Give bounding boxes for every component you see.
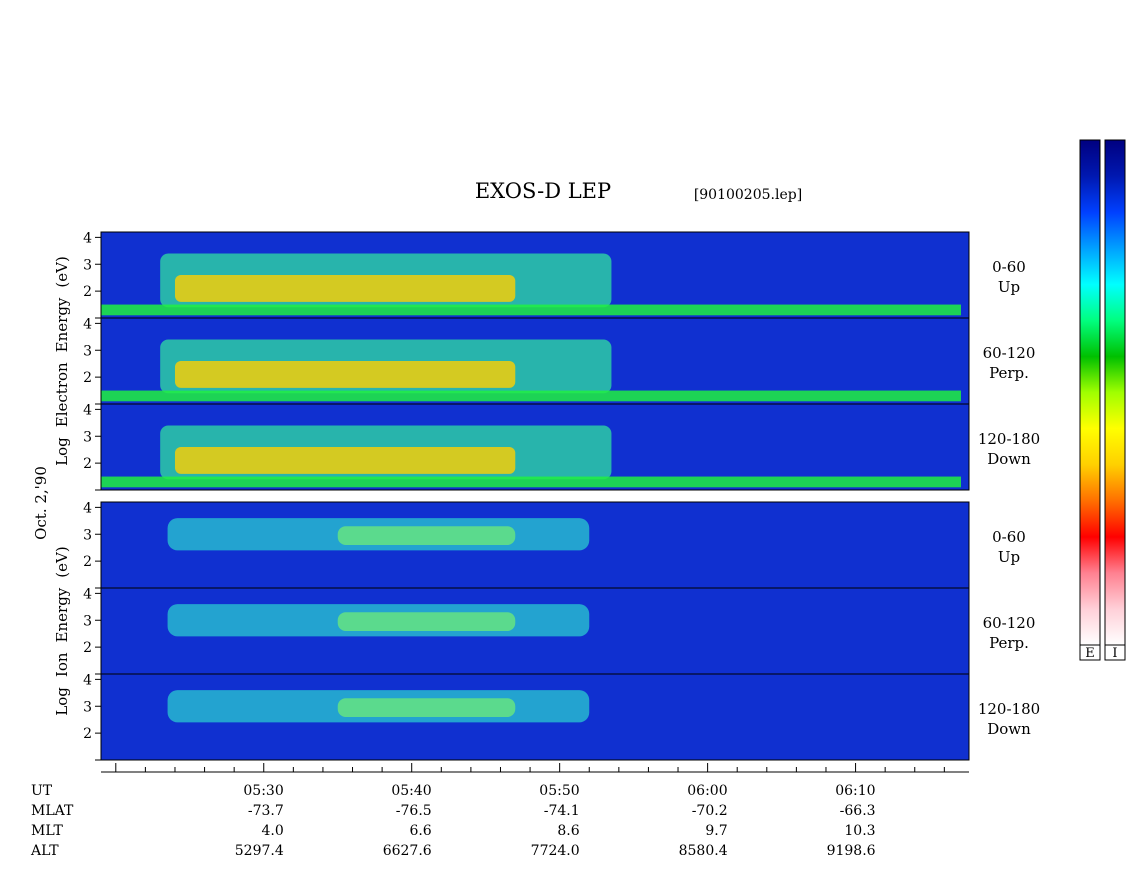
pitch-direction-label: Perp.: [989, 364, 1029, 382]
electron-panel-0: 2 3 4 0-60 Up: [83, 230, 1026, 319]
panel-frame: [100, 403, 970, 491]
ion-group: LogIonEnergy(eV) 2340-60Up23460-120Perp.2…: [53, 500, 1040, 761]
ephemeris-value: 9198.6: [827, 843, 876, 859]
electron-ylabel-word: (eV): [53, 256, 71, 287]
ephemeris-value: 05:30: [243, 783, 283, 799]
pitch-direction-label: Perp.: [989, 634, 1029, 652]
y-tick-label: 3: [83, 613, 92, 629]
ephemeris-value: -76.5: [396, 803, 432, 819]
energy-band-core: [337, 698, 516, 717]
ion-panel-1: 2 3 4 60-120 Perp.: [83, 586, 1036, 675]
electron-group: Log Electron Energy (eV) 2 3 4 0-60 Up 2 3 4 60-120 P…: [53, 230, 1040, 491]
file-label: [90100205.lep]: [694, 187, 802, 203]
y-tick-label: 4: [83, 672, 92, 688]
ephemeris-row-label: UT: [31, 783, 53, 799]
ephemeris-value: 05:40: [391, 783, 431, 799]
y-tick-label: 3: [83, 699, 92, 715]
colorbar-label-box: [1079, 644, 1101, 661]
y-tick-label: 4: [83, 402, 92, 418]
energy-band-core: [174, 447, 516, 474]
ephemeris-value: -73.7: [248, 803, 284, 819]
ephemeris-value: 7724.0: [531, 843, 580, 859]
ephemeris-value: 05:50: [539, 783, 579, 799]
ephemeris-value: 9.7: [705, 823, 727, 839]
y-tick-label: 2: [83, 456, 92, 472]
pitch-range-label: 60-120: [983, 344, 1036, 362]
y-tick-label: 2: [83, 554, 92, 570]
low-energy-line: [101, 390, 961, 402]
ephemeris-row-label: ALT: [30, 843, 59, 859]
ephemeris-value: 6.6: [409, 823, 431, 839]
ephemeris-value: 10.3: [844, 823, 875, 839]
electron-ylabel-word: Electron: [53, 362, 71, 427]
ephemeris-table: UT 05:30 05:40 05:50 06:00 06:10 MLAT -73.7 -76.…: [30, 783, 876, 859]
time-axis: [101, 763, 969, 773]
pitch-range-label: 120-180: [978, 430, 1040, 448]
ion-ylabel-word: Energy: [53, 587, 71, 642]
y-tick-label: 2: [83, 284, 92, 300]
pitch-direction-label: Up: [998, 548, 1020, 566]
y-tick-label: 3: [83, 429, 92, 445]
energy-band-core: [174, 275, 516, 302]
pitch-range-label: 0-60: [992, 258, 1026, 276]
pitch-direction-label: Up: [998, 278, 1020, 296]
low-energy-line: [101, 476, 961, 488]
ephemeris-value: 06:10: [835, 783, 875, 799]
ephemeris-value: 5297.4: [235, 843, 284, 859]
y-tick-label: 4: [83, 230, 92, 246]
energy-band-core: [337, 526, 516, 545]
colorbar-label: I: [1112, 646, 1117, 661]
ephemeris-row-label: MLT: [31, 823, 63, 839]
electron-ylabel: Log Electron Energy (eV): [53, 256, 71, 466]
y-tick-label: 4: [83, 316, 92, 332]
ephemeris-value: -74.1: [544, 803, 580, 819]
ion-ylabel-word: Log: [53, 687, 71, 716]
energy-band-core: [337, 612, 516, 631]
colorbar: [1104, 139, 1126, 646]
ephemeris-value: 8580.4: [679, 843, 728, 859]
ephemeris-value: 8.6: [557, 823, 579, 839]
ephemeris-value: -70.2: [692, 803, 728, 819]
chart-title: EXOS-D LEP: [475, 179, 611, 203]
ephemeris-row-label: MLAT: [31, 803, 74, 819]
pitch-direction-label: Down: [987, 450, 1031, 468]
y-tick-label: 3: [83, 257, 92, 273]
colorbar: [1079, 139, 1101, 646]
y-tick-label: 2: [83, 640, 92, 656]
ion-ylabel: Log Ion Energy (eV): [53, 546, 71, 715]
y-tick-label: 4: [83, 500, 92, 516]
pitch-direction-label: Down: [987, 720, 1031, 738]
pitch-range-label: 60-120: [983, 614, 1036, 632]
low-energy-line: [101, 304, 961, 316]
ion-ylabel-word: Ion: [53, 652, 71, 677]
y-tick-label: 3: [83, 527, 92, 543]
date-label: Oct. 2,'90: [32, 466, 50, 540]
ephemeris-value: 6627.6: [383, 843, 432, 859]
ion-panel-2: 2 3 4 120-180 Down: [83, 672, 1040, 761]
pitch-range-label: 0-60: [992, 528, 1026, 546]
ion-ylabel-word: (eV): [53, 546, 71, 577]
panel-frame: [100, 673, 970, 761]
electron-ylabel-word: Energy: [53, 297, 71, 352]
pitch-range-label: 120-180: [978, 700, 1040, 718]
colorbar-label: E: [1085, 646, 1095, 661]
energy-band-core: [174, 361, 516, 388]
electron-panel-1: 2 3 4 60-120 Perp.: [83, 316, 1036, 405]
ephemeris-value: -66.3: [840, 803, 876, 819]
y-tick-label: 2: [83, 726, 92, 742]
colorbar-label-box: [1104, 644, 1126, 661]
electron-panel-2: 2 3 4 120-180 Down: [83, 402, 1040, 491]
y-tick-label: 3: [83, 343, 92, 359]
y-tick-label: 2: [83, 370, 92, 386]
electron-ylabel-word: Log: [53, 437, 71, 466]
ephemeris-value: 4.0: [261, 823, 283, 839]
y-tick-label: 4: [83, 586, 92, 602]
ion-panel-0: 2 3 4 0-60 Up: [83, 500, 1026, 589]
ephemeris-value: 06:00: [687, 783, 727, 799]
